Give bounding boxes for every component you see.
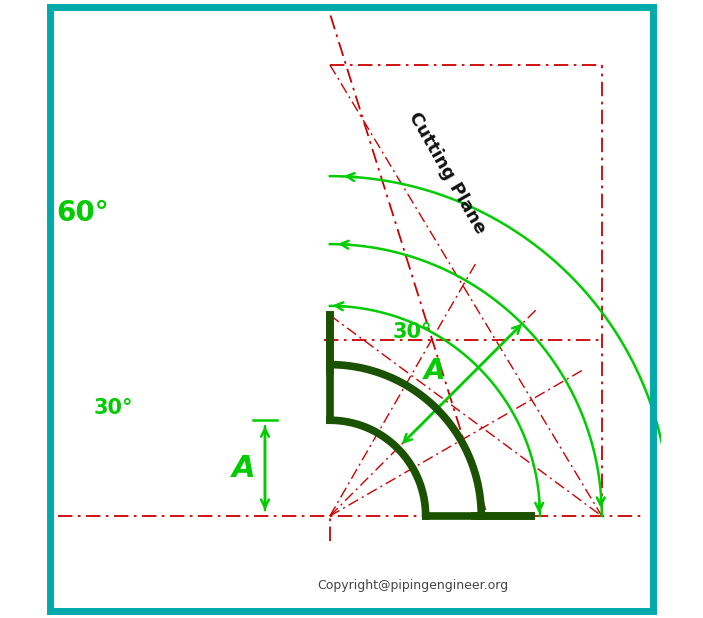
Text: A: A	[423, 357, 445, 386]
Text: 60°: 60°	[56, 199, 109, 227]
Text: 30°: 30°	[93, 398, 134, 418]
Text: Copyright@pipingengineer.org: Copyright@pipingengineer.org	[318, 579, 509, 593]
Text: 30°: 30°	[393, 323, 432, 342]
Text: Cutting Plane: Cutting Plane	[405, 109, 489, 237]
Text: A: A	[231, 454, 255, 483]
